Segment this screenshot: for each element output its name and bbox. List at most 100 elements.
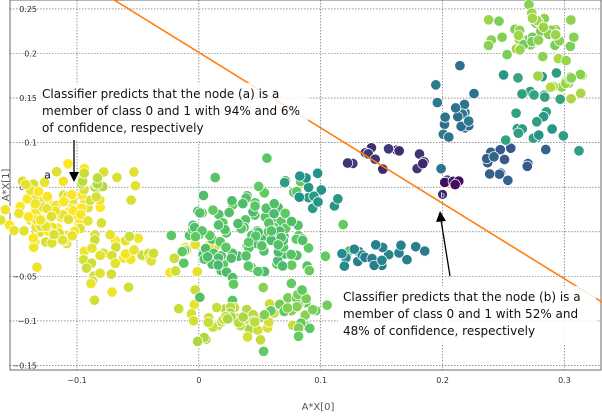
y-tick-label: 0.1	[24, 139, 37, 148]
data-point	[498, 153, 511, 166]
data-point	[419, 245, 431, 257]
data-point	[252, 265, 264, 278]
data-point	[449, 179, 461, 191]
data-point	[315, 184, 327, 196]
y-axis-label: A*X[1]	[1, 168, 12, 201]
data-point	[482, 39, 495, 52]
data-point	[78, 167, 90, 179]
data-point	[510, 107, 522, 119]
data-point	[533, 129, 545, 141]
data-point	[293, 191, 305, 203]
data-point	[170, 265, 182, 277]
data-point	[0, 214, 7, 226]
data-point	[176, 246, 188, 258]
data-point	[189, 231, 202, 243]
data-point	[370, 239, 382, 251]
data-point	[243, 236, 255, 248]
data-point	[468, 88, 480, 100]
data-point	[242, 260, 254, 272]
data-point	[312, 196, 324, 208]
data-points	[0, 0, 588, 357]
data-point	[128, 166, 140, 178]
data-point	[560, 55, 572, 67]
data-point	[202, 251, 214, 263]
data-point	[82, 215, 94, 227]
x-tick-label: 0.2	[436, 376, 449, 385]
data-point	[528, 89, 540, 101]
data-point	[296, 284, 308, 296]
data-point	[202, 316, 214, 329]
data-point	[321, 299, 333, 311]
data-point	[0, 204, 11, 216]
data-point	[194, 291, 206, 303]
data-point	[565, 93, 577, 105]
data-point	[463, 115, 475, 127]
data-point	[90, 191, 102, 203]
data-point	[41, 190, 53, 203]
data-point	[86, 242, 98, 254]
x-axis-label: A*X[0]	[302, 402, 335, 413]
y-tick-label: 0.25	[19, 5, 37, 14]
data-point	[249, 200, 261, 212]
data-point	[223, 206, 235, 219]
data-point	[255, 334, 267, 346]
data-point	[31, 261, 43, 273]
data-point	[62, 213, 74, 225]
data-point	[294, 170, 306, 182]
data-point	[194, 207, 206, 219]
data-point	[258, 345, 270, 357]
data-point	[80, 262, 93, 274]
data-point	[268, 208, 280, 220]
data-point	[57, 234, 69, 246]
data-point	[502, 174, 514, 186]
data-point	[368, 259, 380, 271]
data-point	[45, 210, 58, 223]
data-point	[514, 44, 526, 56]
data-point	[498, 69, 510, 81]
data-point	[307, 304, 319, 316]
data-point	[220, 241, 232, 253]
x-tick-label: 0.3	[558, 376, 571, 385]
data-point	[211, 302, 223, 314]
data-point	[501, 49, 513, 61]
data-point	[240, 250, 252, 262]
data-point	[516, 88, 528, 100]
x-tick-label: −0.1	[67, 376, 86, 385]
data-point	[249, 316, 261, 328]
data-point	[212, 219, 225, 231]
data-point	[435, 163, 447, 175]
data-point	[395, 239, 407, 251]
data-point	[550, 29, 562, 41]
data-point	[39, 176, 51, 188]
node-a-label: a	[44, 169, 51, 182]
data-point	[178, 257, 190, 269]
data-point	[268, 198, 280, 210]
data-point	[173, 303, 185, 315]
data-point	[292, 330, 305, 342]
data-point	[532, 70, 544, 82]
data-point	[521, 160, 533, 172]
data-point	[546, 123, 558, 135]
data-point	[222, 313, 234, 325]
data-point	[165, 229, 177, 241]
data-point	[526, 12, 538, 24]
data-point	[337, 219, 349, 231]
data-point	[85, 277, 97, 290]
data-point	[241, 331, 254, 343]
highlighted-nodes: ab	[44, 169, 448, 200]
data-point	[540, 143, 552, 156]
data-point	[123, 230, 136, 242]
data-point	[393, 145, 405, 157]
data-point	[291, 301, 303, 313]
data-point	[253, 180, 265, 192]
data-point	[66, 230, 78, 242]
data-point	[575, 87, 587, 99]
data-point	[147, 247, 160, 259]
annotation-a-line-2: member of class 0 and 1 with 94% and 6%	[42, 104, 300, 118]
data-point	[488, 151, 500, 163]
data-point	[48, 229, 60, 241]
annotation-b-arrow	[436, 211, 451, 277]
data-point	[209, 171, 221, 184]
node-b-point	[437, 188, 448, 200]
data-point	[13, 207, 25, 219]
